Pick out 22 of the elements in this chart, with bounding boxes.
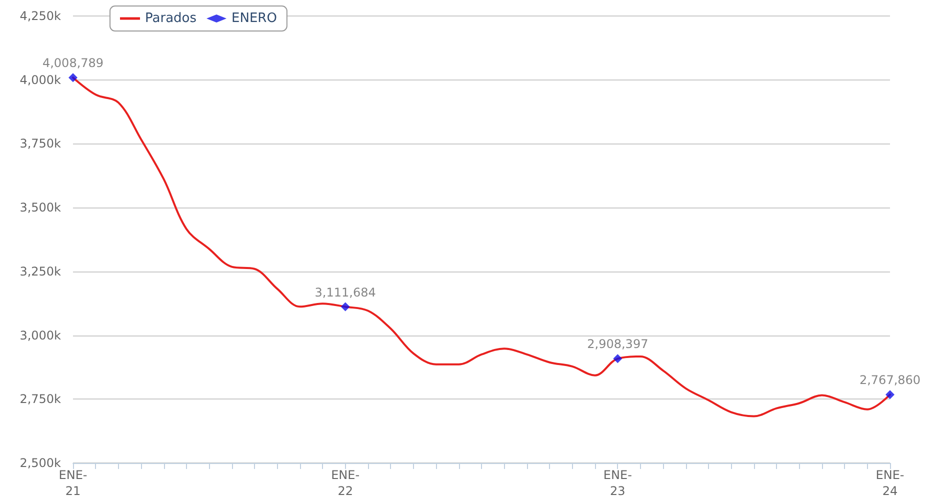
y-tick-label: 3,000k <box>20 328 62 342</box>
legend-label: ENERO <box>232 11 277 26</box>
y-tick-label: 2,750k <box>20 392 62 406</box>
data-label: 4,008,789 <box>42 56 104 70</box>
y-tick-label: 2,500k <box>20 456 62 470</box>
y-tick-label: 4,250k <box>20 9 62 23</box>
data-label: 2,767,860 <box>859 373 921 388</box>
x-tick-label: ENE-24 <box>876 468 904 498</box>
point <box>613 354 622 364</box>
x-tick-label: ENE-21 <box>58 468 88 498</box>
y-tick-label: 3,500k <box>20 200 62 215</box>
y-tick-label: 3,750k <box>20 136 62 151</box>
point <box>68 73 78 82</box>
point <box>340 302 350 312</box>
y-tick-label: 4,000k <box>20 72 62 87</box>
point <box>886 390 894 400</box>
legend-label: Parados <box>145 11 197 26</box>
data-label: 3,111,684 <box>314 285 376 300</box>
data-label: 2,908,397 <box>587 337 648 352</box>
x-tick-label: ENE-22 <box>331 468 360 498</box>
x-tick-label: ENE-23 <box>603 468 632 498</box>
y-tick-label: 3,250k <box>20 264 62 278</box>
